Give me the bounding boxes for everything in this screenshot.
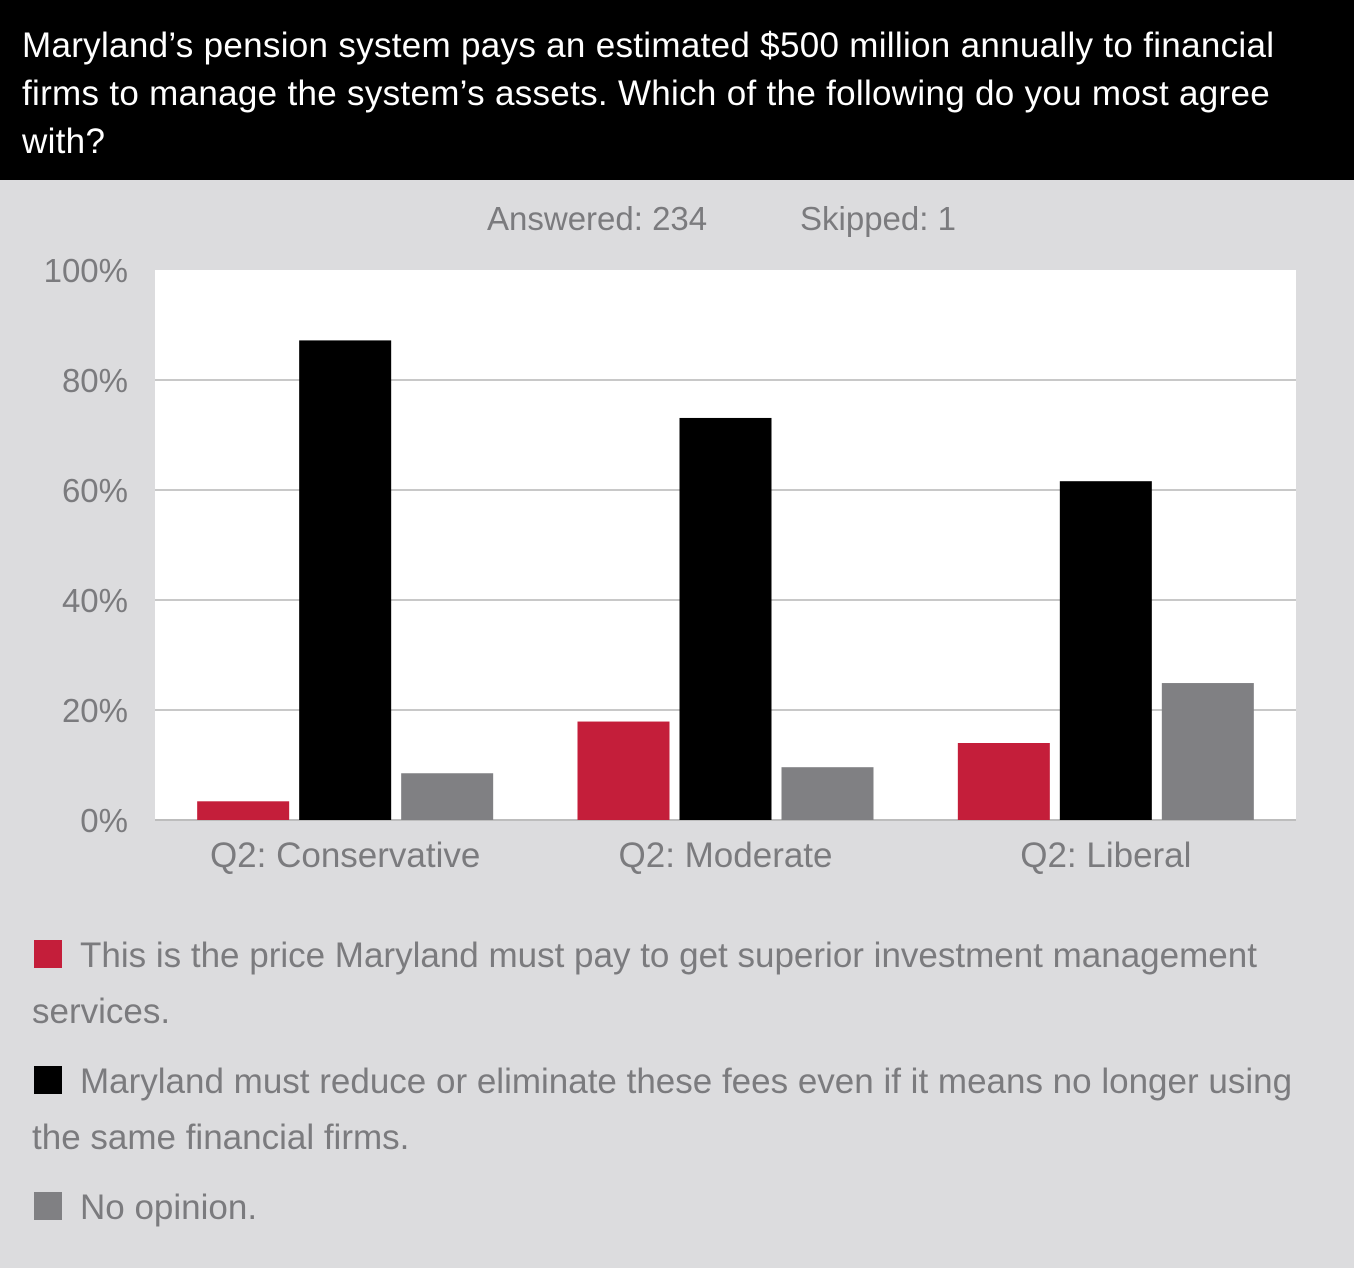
bar xyxy=(1161,683,1254,820)
legend-label-price: This is the price Maryland must pay to g… xyxy=(32,936,1257,1031)
y-tick-label: 20% xyxy=(62,692,128,729)
bar xyxy=(197,801,290,820)
bar xyxy=(401,773,494,820)
y-tick-label: 60% xyxy=(62,472,128,509)
legend-item-reduce-fees: Maryland must reduce or eliminate these … xyxy=(32,1054,1322,1166)
legend-label-reduce-fees: Maryland must reduce or eliminate these … xyxy=(32,1062,1293,1157)
legend-item-no-opinion: No opinion. xyxy=(32,1180,1322,1236)
y-tick-label: 0% xyxy=(80,802,128,839)
y-tick-label: 40% xyxy=(62,582,128,619)
bar xyxy=(299,340,392,820)
bar xyxy=(679,417,772,820)
skipped-count: Skipped: 1 xyxy=(800,200,956,237)
y-tick-label: 80% xyxy=(62,362,128,399)
legend-swatch-price xyxy=(34,940,62,968)
legend-label-no-opinion: No opinion. xyxy=(80,1188,258,1227)
answered-count: Answered: 234 xyxy=(487,200,708,237)
y-tick-label: 100% xyxy=(44,252,128,289)
x-tick-label: Q2: Conservative xyxy=(210,836,480,875)
legend: This is the price Maryland must pay to g… xyxy=(32,928,1322,1250)
legend-swatch-no-opinion xyxy=(34,1192,62,1220)
bar xyxy=(957,743,1050,820)
legend-swatch-reduce-fees xyxy=(34,1066,62,1094)
bar xyxy=(781,767,874,820)
bar xyxy=(577,721,670,820)
title-bar: Maryland’s pension system pays an estima… xyxy=(0,0,1354,180)
legend-item-price: This is the price Maryland must pay to g… xyxy=(32,928,1322,1040)
chart-title: Maryland’s pension system pays an estima… xyxy=(22,26,1275,161)
x-tick-label: Q2: Liberal xyxy=(1020,836,1191,875)
x-tick-label: Q2: Moderate xyxy=(619,836,833,875)
bar xyxy=(1059,481,1152,820)
bar-chart: 0% 20% 40% 60% 80% 100% Q2: Conservative Q2: Mo… xyxy=(44,252,1296,875)
